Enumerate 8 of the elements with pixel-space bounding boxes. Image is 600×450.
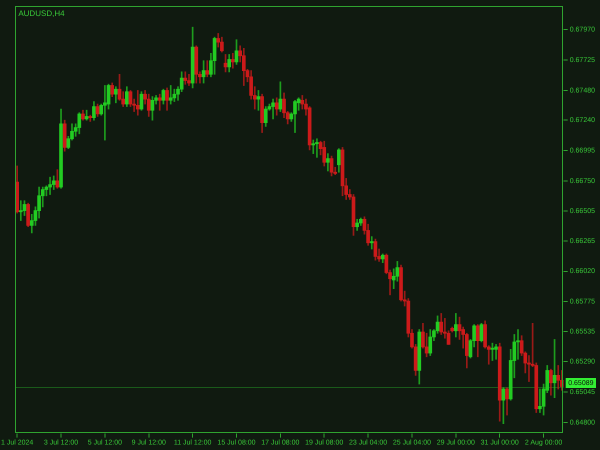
candlestick — [494, 344, 498, 360]
candlestick — [315, 138, 319, 158]
chart-title: AUDUSD,H4 — [18, 9, 65, 18]
candlestick — [48, 176, 52, 195]
candlestick — [552, 339, 556, 398]
candlestick — [271, 98, 275, 120]
candlestick — [256, 90, 260, 111]
candlestick — [224, 54, 228, 72]
